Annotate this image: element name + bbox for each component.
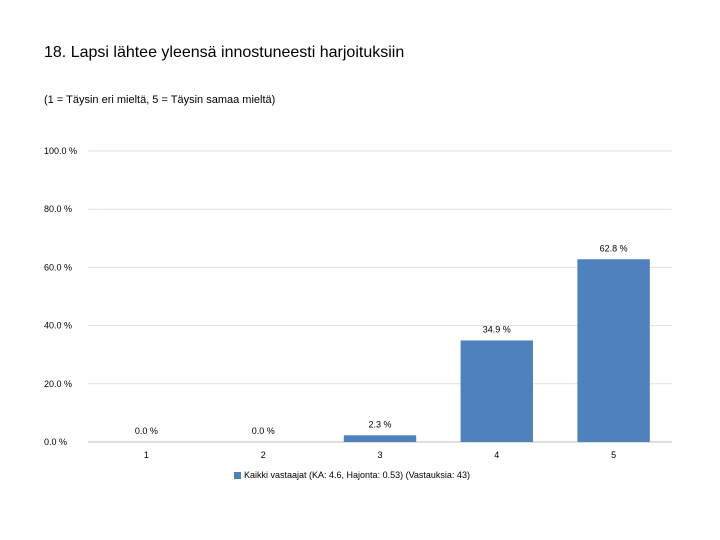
chart-subtitle: (1 = Täysin eri mieltä, 5 = Täysin samaa… bbox=[44, 94, 276, 106]
data-label: 2.3 % bbox=[368, 419, 391, 429]
x-tick-label: 1 bbox=[144, 450, 149, 460]
bar bbox=[343, 435, 417, 442]
legend-label: Kaikki vastaajat (KA: 4.6, Hajonta: 0.53… bbox=[244, 470, 470, 480]
chart-title: 18. Lapsi lähtee yleensä innostuneesti h… bbox=[44, 44, 405, 61]
y-tick-label: 20.0 % bbox=[44, 379, 72, 389]
y-tick-label: 0.0 % bbox=[44, 437, 67, 447]
data-label: 62.8 % bbox=[600, 243, 628, 253]
bar bbox=[577, 259, 650, 442]
x-tick-label: 4 bbox=[494, 450, 499, 460]
x-tick-label: 3 bbox=[377, 450, 382, 460]
data-label: 0.0 % bbox=[252, 426, 275, 436]
y-tick-label: 40.0 % bbox=[44, 321, 72, 331]
x-tick-label: 2 bbox=[261, 450, 266, 460]
bar bbox=[460, 340, 534, 442]
y-tick-label: 100.0 % bbox=[44, 146, 77, 156]
y-tick-label: 60.0 % bbox=[44, 262, 72, 272]
legend-swatch bbox=[234, 471, 241, 479]
x-tick-label: 5 bbox=[611, 450, 616, 460]
y-tick-label: 80.0 % bbox=[44, 204, 72, 214]
legend: Kaikki vastaajat (KA: 4.6, Hajonta: 0.53… bbox=[234, 470, 470, 480]
data-label: 34.9 % bbox=[483, 324, 511, 334]
data-label: 0.0 % bbox=[135, 426, 158, 436]
